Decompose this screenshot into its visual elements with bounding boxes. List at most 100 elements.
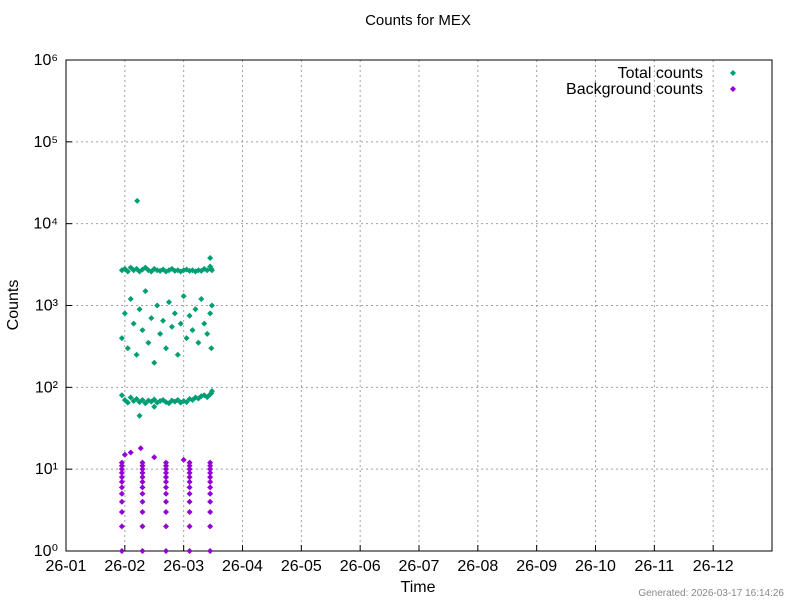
y-tick-label: 10² <box>35 379 59 396</box>
point <box>183 335 190 342</box>
point <box>163 469 170 476</box>
point <box>163 474 170 481</box>
legend-marker <box>730 70 736 76</box>
point <box>195 339 202 346</box>
point <box>198 296 205 303</box>
y-tick-label: 10⁴ <box>33 216 58 233</box>
point <box>151 454 158 461</box>
point <box>207 484 214 491</box>
point <box>207 462 214 469</box>
point <box>134 197 141 204</box>
point <box>121 310 128 317</box>
point <box>154 302 161 309</box>
point <box>118 335 125 342</box>
point <box>163 484 170 491</box>
x-tick-label: 26-09 <box>516 558 557 575</box>
point <box>186 474 193 481</box>
point <box>163 478 170 485</box>
point <box>118 469 125 476</box>
point <box>118 462 125 469</box>
point <box>118 548 125 554</box>
point <box>207 508 214 515</box>
y-tick-label: 10¹ <box>35 461 58 478</box>
point <box>127 449 134 456</box>
point <box>163 466 170 473</box>
point <box>207 548 214 554</box>
x-tick-label: 26-02 <box>104 558 145 575</box>
point <box>118 523 125 530</box>
x-tick-label: 26-01 <box>46 558 87 575</box>
point <box>136 412 143 419</box>
point <box>207 498 214 505</box>
point <box>133 396 140 403</box>
point <box>163 345 170 352</box>
point <box>192 306 199 313</box>
point <box>139 466 146 473</box>
footnote: Generated: 2026-03-17 16:14:26 <box>638 588 784 599</box>
point <box>124 345 131 352</box>
point <box>163 523 170 530</box>
point <box>145 339 152 346</box>
point <box>180 456 187 463</box>
x-tick-label: 26-06 <box>340 558 381 575</box>
x-axis-label: Time <box>401 579 436 596</box>
point <box>186 462 193 469</box>
point <box>168 323 175 330</box>
point <box>151 403 158 410</box>
point <box>186 459 193 466</box>
x-tick-label: 26-05 <box>281 558 322 575</box>
point <box>139 498 146 505</box>
point <box>207 466 214 473</box>
point <box>186 498 193 505</box>
point <box>136 306 143 313</box>
x-tick-label: 26-08 <box>457 558 498 575</box>
x-tick-label: 26-10 <box>575 558 616 575</box>
point <box>139 478 146 485</box>
chart-title: Counts for MEX <box>365 12 471 29</box>
point <box>183 399 190 406</box>
legend-label: Background counts <box>566 81 703 98</box>
point <box>139 459 146 466</box>
point <box>139 462 146 469</box>
point <box>118 466 125 473</box>
point <box>165 299 172 306</box>
point <box>118 508 125 515</box>
y-tick-label: 10⁰ <box>34 543 58 560</box>
point <box>118 498 125 505</box>
point <box>208 345 215 352</box>
point <box>186 312 193 319</box>
point <box>208 267 215 274</box>
point <box>201 320 208 327</box>
point <box>139 508 146 515</box>
point <box>139 397 146 404</box>
point <box>207 255 214 262</box>
point <box>133 351 140 358</box>
point <box>208 302 215 309</box>
y-tick-label: 10⁶ <box>34 52 58 69</box>
point <box>139 327 146 334</box>
point <box>204 330 211 337</box>
x-tick-label: 26-12 <box>693 558 734 575</box>
point <box>127 296 134 303</box>
point <box>139 484 146 491</box>
point <box>118 484 125 491</box>
y-axis-label: Counts <box>5 280 22 331</box>
point <box>186 469 193 476</box>
point <box>139 523 146 530</box>
point <box>142 288 149 295</box>
point <box>163 462 170 469</box>
y-tick-label: 10⁵ <box>34 134 58 151</box>
point <box>160 317 167 324</box>
point <box>157 330 164 337</box>
point <box>186 484 193 491</box>
point <box>118 459 125 466</box>
point <box>124 268 131 275</box>
point <box>177 320 184 327</box>
point <box>118 392 125 399</box>
point <box>163 548 170 554</box>
point <box>174 351 181 358</box>
plot-border <box>65 59 773 552</box>
point <box>121 451 128 458</box>
